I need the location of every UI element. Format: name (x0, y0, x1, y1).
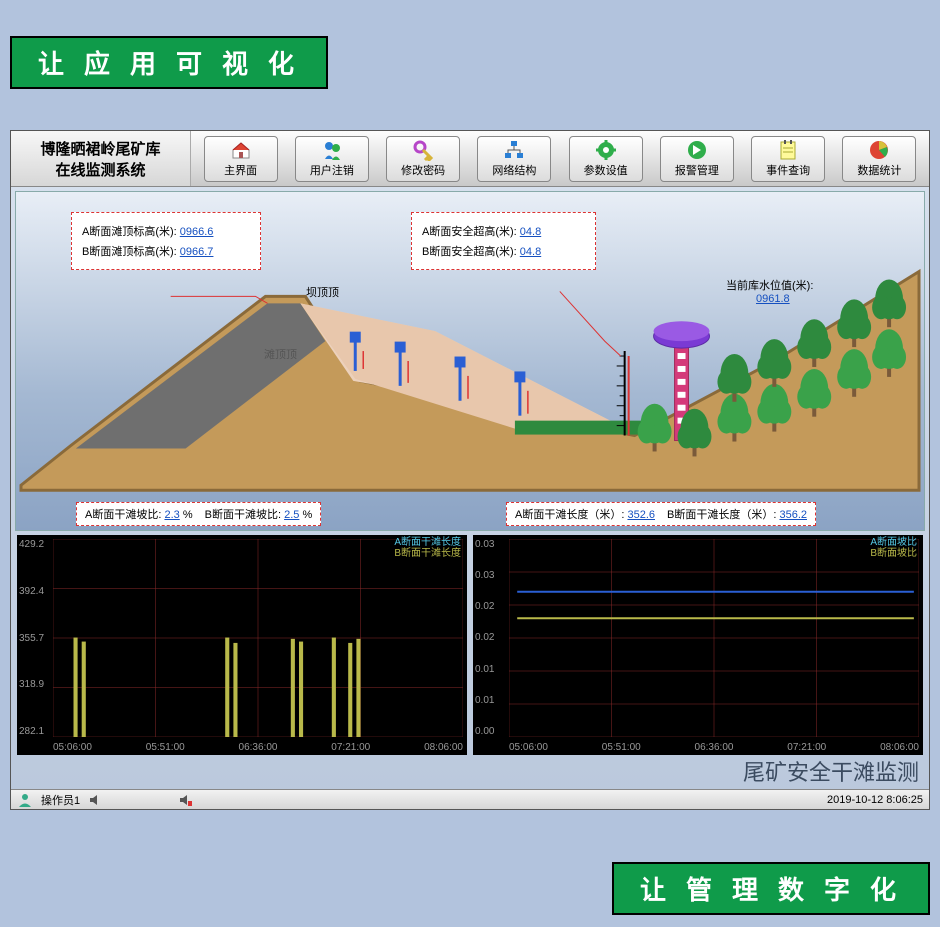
app-window: 博隆晒裙岭尾矿库 在线监测系统 主界面用户注销修改密码网络结构参数设值报警管理事… (10, 130, 930, 810)
chart-left-legend-b: B断面干滩长度 (394, 548, 461, 559)
beach-top-label: 滩顶顶 (264, 346, 297, 362)
free-a-value: 04.8 (520, 226, 541, 238)
elev-a-value: 0966.6 (180, 226, 214, 238)
toolbar-network-button[interactable]: 网络结构 (477, 136, 551, 182)
slope-ratio-strip: A断面干滩坡比: 2.3 % B断面干滩坡比: 2.5 % (76, 502, 321, 526)
banner-top: 让应用可视化 (10, 36, 328, 89)
params-icon (595, 139, 617, 161)
sound-off-icon[interactable] (178, 793, 192, 807)
free-b-label: B断面安全超高(米): (422, 246, 517, 258)
password-icon (412, 139, 434, 161)
elev-b-value: 0966.7 (180, 246, 214, 258)
chart-length: 429.2392.4355.7318.9282.1 A断面干滩长度 B断面干滩长… (17, 535, 467, 755)
chart-right-legend-b: B断面坡比 (870, 548, 917, 559)
app-title-line2: 在线监测系统 (55, 159, 145, 180)
toolbar-events-button[interactable]: 事件查询 (751, 136, 825, 182)
events-icon (777, 139, 799, 161)
alarm-icon (686, 139, 708, 161)
diagram-panel: A断面滩顶标高(米): 0966.6 B断面滩顶标高(米): 0966.7 A断… (15, 191, 925, 531)
freeboard-box: A断面安全超高(米): 04.8 B断面安全超高(米): 04.8 (411, 212, 596, 270)
chart-slope: 0.030.030.020.020.010.010.00 A断面坡比 B断面坡比… (473, 535, 923, 755)
sound-on-icon[interactable] (88, 793, 102, 807)
elev-b-label: B断面滩顶标高(米): (82, 246, 177, 258)
free-a-label: A断面安全超高(米): (422, 226, 517, 238)
home-icon (230, 139, 252, 161)
toolbar: 博隆晒裙岭尾矿库 在线监测系统 主界面用户注销修改密码网络结构参数设值报警管理事… (11, 131, 929, 187)
status-bar: 操作员1 2019-10-12 8:06:25 (11, 789, 929, 809)
network-icon (503, 139, 525, 161)
app-title: 博隆晒裙岭尾矿库 在线监测系统 (11, 131, 191, 186)
app-title-line1: 博隆晒裙岭尾矿库 (40, 138, 160, 159)
elevation-box: A断面滩顶标高(米): 0966.6 B断面滩顶标高(米): 0966.7 (71, 212, 261, 270)
toolbar-alarm-button[interactable]: 报警管理 (660, 136, 734, 182)
water-level-label: 当前库水位值(米): 0961.8 (726, 277, 813, 305)
toolbar-params-button[interactable]: 参数设值 (569, 136, 643, 182)
chart-left-legend-a: A断面干滩长度 (394, 537, 461, 548)
banner-bottom: 让管理数字化 (612, 862, 930, 915)
toolbar-home-button[interactable]: 主界面 (204, 136, 278, 182)
toolbar-password-button[interactable]: 修改密码 (386, 136, 460, 182)
dam-top-label: 坝顶顶 (306, 284, 339, 300)
user-label: 操作员1 (41, 792, 80, 808)
water-level-value: 0961.8 (756, 293, 790, 305)
length-strip: A断面干滩长度（米）: 352.6 B断面干滩长度（米）: 356.2 (506, 502, 816, 526)
chart-right-legend-a: A断面坡比 (870, 537, 917, 548)
elev-a-label: A断面滩顶标高(米): (82, 226, 177, 238)
logout-icon (321, 139, 343, 161)
user-icon (17, 792, 33, 808)
status-datetime: 2019-10-12 8:06:25 (827, 794, 923, 806)
toolbar-logout-button[interactable]: 用户注销 (295, 136, 369, 182)
stats-icon (868, 139, 890, 161)
free-b-value: 04.8 (520, 246, 541, 258)
toolbar-stats-button[interactable]: 数据统计 (842, 136, 916, 182)
footer-title: 尾矿安全干滩监测 (743, 755, 919, 787)
